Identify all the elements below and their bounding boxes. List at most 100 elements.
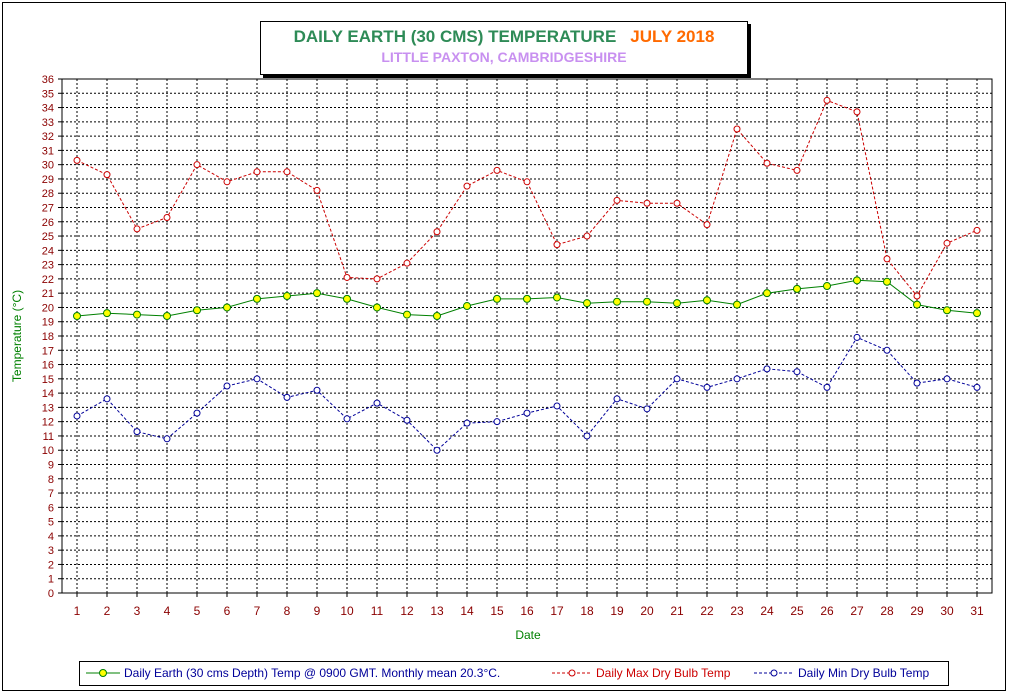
data-point-max bbox=[193, 161, 201, 169]
data-point-min bbox=[373, 399, 381, 407]
x-axis-ticks: 1 2 3 4 5 6 7 8 9 10 11 12 13 14 15 16 17 18 19 20 21 22 23 24 2… bbox=[74, 593, 984, 618]
x-tick-label: 20 bbox=[640, 604, 654, 618]
data-point-min bbox=[613, 395, 621, 403]
data-point-earth bbox=[343, 294, 351, 303]
data-point-max bbox=[403, 259, 411, 267]
y-axis-ticks: 0123456789101112131415161718192021222324… bbox=[42, 74, 62, 600]
data-point-earth bbox=[163, 312, 171, 321]
data-point-max bbox=[643, 199, 651, 207]
chart-title-month: JULY 2018 bbox=[630, 27, 715, 46]
data-point-earth bbox=[853, 276, 861, 285]
data-point-max bbox=[823, 96, 831, 104]
data-point-earth bbox=[673, 299, 681, 308]
data-point-min bbox=[973, 383, 981, 391]
data-point-min bbox=[823, 383, 831, 391]
data-point-min bbox=[73, 412, 81, 420]
y-tick-label: 12 bbox=[42, 417, 54, 429]
x-tick-label: 9 bbox=[314, 604, 321, 618]
y-tick-label: 25 bbox=[42, 231, 54, 243]
x-tick-label: 23 bbox=[730, 604, 744, 618]
y-tick-label: 1 bbox=[48, 574, 54, 586]
x-tick-label: 24 bbox=[760, 604, 774, 618]
data-point-min bbox=[793, 368, 801, 376]
data-point-min bbox=[163, 435, 171, 443]
y-tick-label: 7 bbox=[48, 488, 54, 500]
data-point-min bbox=[463, 419, 471, 427]
y-tick-label: 16 bbox=[42, 360, 54, 372]
chart-title-box: DAILY EARTH (30 CMS) TEMPERATURE JULY 201… bbox=[260, 21, 748, 75]
chart-title: DAILY EARTH (30 CMS) TEMPERATURE bbox=[293, 27, 617, 46]
data-point-max bbox=[733, 125, 741, 133]
data-point-min bbox=[523, 409, 531, 417]
data-point-earth bbox=[613, 297, 621, 306]
data-point-min bbox=[103, 395, 111, 403]
data-point-earth bbox=[133, 310, 141, 319]
data-point-earth bbox=[583, 299, 591, 308]
data-point-max bbox=[433, 228, 441, 236]
y-tick-label: 28 bbox=[42, 188, 54, 200]
y-tick-label: 35 bbox=[42, 88, 54, 100]
data-point-earth bbox=[103, 309, 111, 318]
y-tick-label: 31 bbox=[42, 145, 54, 157]
data-point-earth bbox=[973, 309, 981, 318]
data-point-max bbox=[973, 226, 981, 234]
data-point-max bbox=[883, 255, 891, 263]
data-point-max bbox=[553, 241, 561, 249]
y-tick-label: 34 bbox=[42, 103, 54, 115]
data-point-max bbox=[493, 166, 501, 174]
legend: Daily Earth (30 cms Depth) Temp @ 0900 G… bbox=[79, 661, 949, 686]
x-tick-label: 4 bbox=[164, 604, 171, 618]
x-tick-label: 19 bbox=[610, 604, 624, 618]
y-tick-label: 9 bbox=[48, 460, 54, 472]
x-tick-label: 10 bbox=[340, 604, 354, 618]
x-tick-label: 13 bbox=[430, 604, 444, 618]
y-tick-label: 29 bbox=[42, 174, 54, 186]
data-point-earth bbox=[883, 277, 891, 286]
y-tick-label: 10 bbox=[42, 445, 54, 457]
data-point-min bbox=[283, 393, 291, 401]
x-axis-label: Date bbox=[515, 628, 541, 642]
legend-label-max: Daily Max Dry Bulb Temp bbox=[596, 666, 731, 680]
data-point-min bbox=[133, 428, 141, 436]
legend-swatch-min bbox=[754, 669, 794, 677]
data-point-min bbox=[433, 446, 441, 454]
x-tick-label: 18 bbox=[580, 604, 594, 618]
data-point-max bbox=[73, 156, 81, 164]
chart-subtitle: LITTLE PAXTON, CAMBRIDGESHIRE bbox=[381, 49, 627, 65]
y-tick-label: 27 bbox=[42, 203, 54, 215]
data-point-earth bbox=[253, 294, 261, 303]
data-point-earth bbox=[373, 303, 381, 312]
data-point-max bbox=[103, 171, 111, 179]
y-tick-label: 30 bbox=[42, 160, 54, 172]
x-tick-label: 28 bbox=[880, 604, 894, 618]
series-line-min bbox=[76, 336, 978, 451]
data-point-max bbox=[583, 232, 591, 240]
data-point-max bbox=[253, 168, 261, 176]
x-tick-label: 3 bbox=[134, 604, 141, 618]
data-point-min bbox=[403, 416, 411, 424]
data-point-max bbox=[163, 213, 171, 221]
data-point-earth bbox=[403, 310, 411, 319]
y-tick-label: 20 bbox=[42, 302, 54, 314]
data-point-min bbox=[553, 402, 561, 410]
x-tick-label: 11 bbox=[371, 604, 384, 618]
y-tick-label: 22 bbox=[42, 274, 54, 286]
data-point-earth bbox=[553, 293, 561, 302]
data-point-max bbox=[793, 166, 801, 174]
series-line-max bbox=[76, 99, 978, 297]
x-tick-label: 31 bbox=[970, 604, 984, 618]
legend-item-earth: Daily Earth (30 cms Depth) Temp @ 0900 G… bbox=[86, 666, 500, 680]
legend-item-max: Daily Max Dry Bulb Temp bbox=[552, 666, 730, 680]
data-point-max bbox=[763, 159, 771, 167]
y-tick-label: 6 bbox=[48, 502, 54, 514]
y-tick-label: 18 bbox=[42, 331, 54, 343]
legend-swatch-earth bbox=[86, 669, 120, 677]
x-tick-label: 15 bbox=[490, 604, 504, 618]
legend-label-earth: Daily Earth (30 cms Depth) Temp @ 0900 G… bbox=[124, 666, 501, 680]
x-tick-label: 8 bbox=[284, 604, 291, 618]
x-tick-label: 30 bbox=[940, 604, 954, 618]
data-point-min bbox=[883, 346, 891, 354]
data-point-min bbox=[223, 382, 231, 390]
grid bbox=[61, 78, 993, 594]
